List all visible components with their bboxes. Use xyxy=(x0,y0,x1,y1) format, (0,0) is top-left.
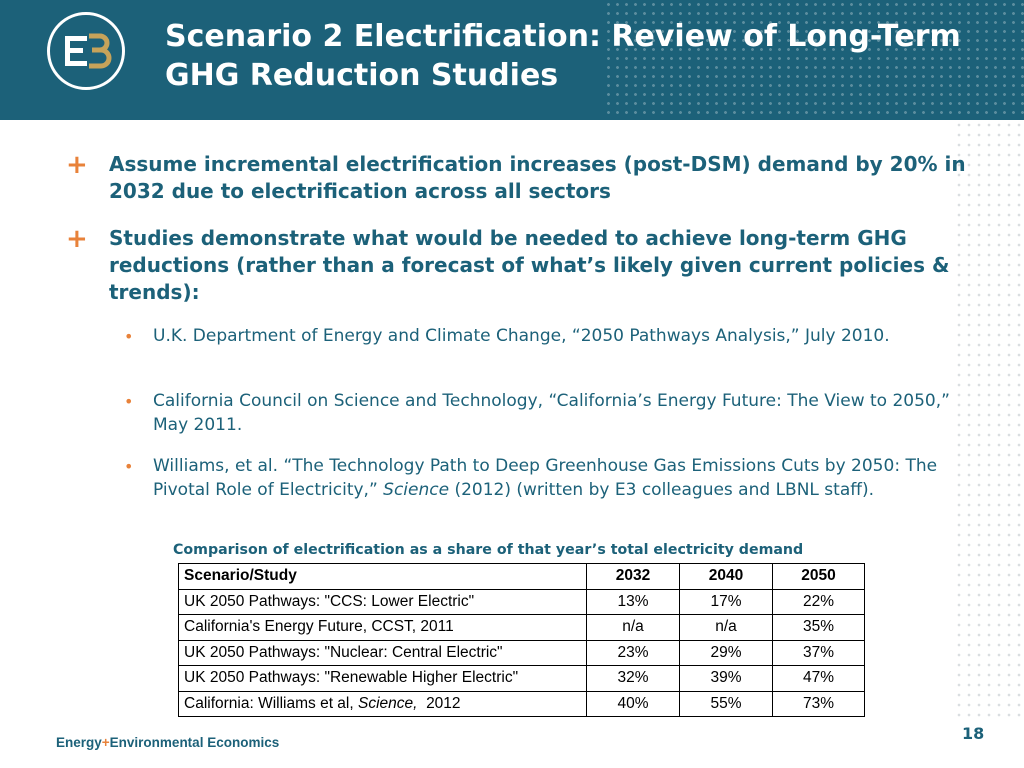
header-cell: 2050 xyxy=(772,563,865,590)
value-cell: 47% xyxy=(772,665,865,692)
study-year: 2012 xyxy=(417,694,461,712)
value-cell: 55% xyxy=(679,690,773,717)
bullet-text: Studies demonstrate what would be needed… xyxy=(109,226,950,304)
table-row: California: Williams et al, Science, 201… xyxy=(178,690,865,717)
reference-item: U.K. Department of Energy and Climate Ch… xyxy=(153,326,890,346)
study-cell: California: Williams et al, Science, 201… xyxy=(178,690,587,717)
study-cell: California's Energy Future, CCST, 2011 xyxy=(178,614,587,641)
reference-item: Williams, et al. “The Technology Path to… xyxy=(153,454,968,502)
value-cell: 73% xyxy=(772,690,865,717)
table-row: California's Energy Future, CCST, 2011 n… xyxy=(178,614,865,641)
header-cell: 2040 xyxy=(679,563,773,590)
brand-plus: + xyxy=(101,735,110,750)
plus-icon: + xyxy=(66,150,88,180)
bullet-dot-icon: • xyxy=(124,327,134,346)
table-row: UK 2050 Pathways: "CCS: Lower Electric" … xyxy=(178,588,865,615)
reference-item: California Council on Science and Techno… xyxy=(153,391,950,435)
reference-text: Williams, et al. “The Technology Path to… xyxy=(153,456,938,500)
bullet-dot-icon: • xyxy=(124,392,134,411)
value-cell: 29% xyxy=(679,639,773,666)
value-cell: 23% xyxy=(586,639,680,666)
value-cell: n/a xyxy=(586,614,680,641)
table-caption: Comparison of electrification as a share… xyxy=(173,542,804,558)
table-row: UK 2050 Pathways: "Nuclear: Central Elec… xyxy=(178,639,865,666)
study-cell: UK 2050 Pathways: "Renewable Higher Elec… xyxy=(178,665,587,692)
bullet-text: Assume incremental electrification incre… xyxy=(109,152,966,203)
value-cell: 40% xyxy=(586,690,680,717)
value-cell: 37% xyxy=(772,639,865,666)
value-cell: 39% xyxy=(679,665,773,692)
study-text: California: Williams et al, xyxy=(184,694,358,712)
header-dot-pattern xyxy=(604,0,1024,120)
study-cell: UK 2050 Pathways: "Nuclear: Central Elec… xyxy=(178,639,587,666)
table-row: UK 2050 Pathways: "Renewable Higher Elec… xyxy=(178,665,865,692)
electrification-table: Scenario/Study 2032 2040 2050 UK 2050 Pa… xyxy=(178,563,865,717)
brand-part2: Environmental Economics xyxy=(109,735,280,750)
side-dot-pattern xyxy=(954,120,1024,720)
value-cell: 13% xyxy=(586,588,680,615)
header-bar: Scenario 2 Electrification: Review of Lo… xyxy=(0,0,1024,120)
reference-text: (2012) (written by E3 colleagues and LBN… xyxy=(449,480,874,500)
study-journal: Science, xyxy=(358,694,418,712)
study-cell: UK 2050 Pathways: "CCS: Lower Electric" xyxy=(178,588,587,615)
header-cell: 2032 xyxy=(586,563,680,590)
value-cell: 22% xyxy=(772,588,865,615)
page-title: Scenario 2 Electrification: Review of Lo… xyxy=(165,19,961,93)
bullet-dot-icon: • xyxy=(124,457,134,476)
value-cell: 17% xyxy=(679,588,773,615)
table-header-row: Scenario/Study 2032 2040 2050 xyxy=(178,563,865,590)
reference-journal: Science xyxy=(383,480,450,500)
plus-icon: + xyxy=(66,224,88,254)
value-cell: 35% xyxy=(772,614,865,641)
header-cell: Scenario/Study xyxy=(178,563,587,590)
page-number: 18 xyxy=(962,724,985,743)
brand-part1: Energy xyxy=(56,735,102,750)
value-cell: 32% xyxy=(586,665,680,692)
footer-brand: Energy+Environmental Economics xyxy=(56,735,279,750)
e3-logo xyxy=(47,12,125,90)
value-cell: n/a xyxy=(679,614,773,641)
